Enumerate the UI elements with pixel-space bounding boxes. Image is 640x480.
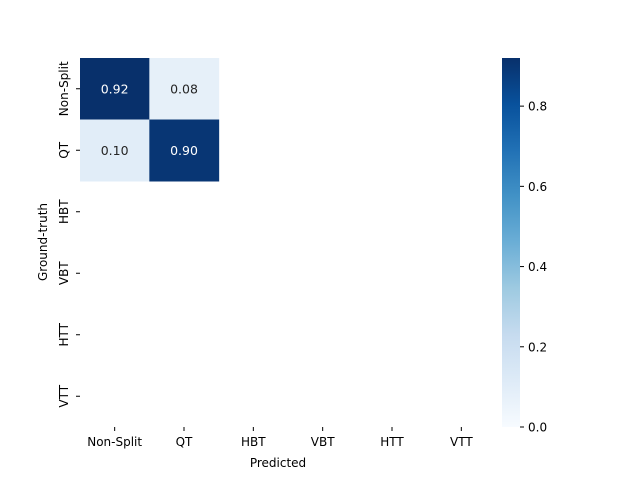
x-tick-label: QT: [176, 435, 193, 449]
colorbar-tick-label: 0.0: [528, 421, 547, 435]
y-tick-label: HBT: [57, 199, 71, 224]
y-tick-label: VBT: [57, 261, 71, 285]
colorbar-tick-label: 0.2: [528, 340, 547, 354]
cell-value-label: 0.10: [101, 143, 129, 158]
heatmap-cells: [80, 58, 220, 182]
y-tick-label: VTT: [57, 384, 71, 407]
heatmap-cell: [80, 119, 150, 182]
colorbar-tick-label: 0.6: [528, 180, 547, 194]
y-tick-label: QT: [57, 141, 71, 158]
heatmap-cell-labels: 0.92 0.08 0.10 0.90: [101, 81, 198, 158]
x-tick-label: HBT: [241, 435, 266, 449]
heatmap-cell: [149, 119, 220, 182]
y-tick-label: Non-Split: [57, 61, 71, 116]
cell-value-label: 0.08: [170, 81, 198, 96]
cell-value-label: 0.92: [101, 81, 129, 96]
y-axis-label: Ground-truth: [36, 203, 50, 281]
x-tick-label: Non-Split: [87, 435, 142, 449]
x-tick-label: VTT: [450, 435, 473, 449]
x-tick-label: HTT: [380, 435, 404, 449]
x-tick-label: VBT: [311, 435, 335, 449]
heatmap-cell: [149, 58, 220, 120]
colorbar-tick-label: 0.4: [528, 260, 547, 274]
y-tick-label: HTT: [57, 322, 71, 346]
colorbar: 0.0 0.2 0.4 0.6 0.8: [502, 58, 547, 435]
cell-value-label: 0.90: [170, 143, 198, 158]
colorbar-tick-label: 0.8: [528, 100, 547, 114]
heatmap-axes: Non-Split QT HBT VBT HTT VTT Non-Split QT HBT VBT…: [57, 61, 473, 449]
heatmap-cell: [80, 58, 150, 120]
x-axis-label: Predicted: [250, 456, 306, 470]
colorbar-gradient: [502, 58, 520, 427]
